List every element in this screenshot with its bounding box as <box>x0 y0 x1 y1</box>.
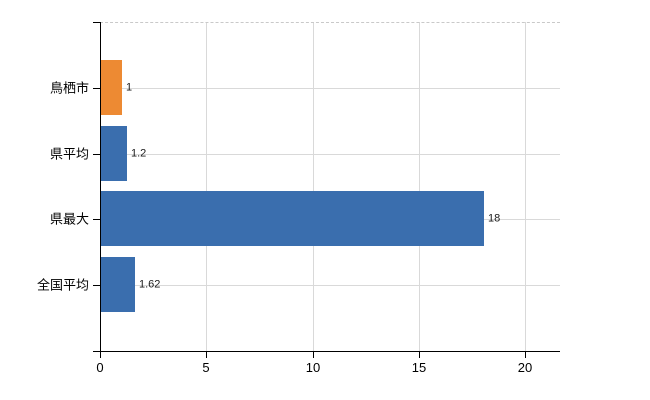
x-axis-tick <box>313 352 314 358</box>
gridline-horizontal <box>100 154 560 155</box>
x-axis-tick <box>206 352 207 358</box>
x-tick-label: 5 <box>202 360 210 375</box>
category-label: 全国平均 <box>36 277 89 293</box>
chart-bar <box>101 191 484 246</box>
gridline-vertical <box>313 22 314 351</box>
gridline-vertical <box>419 22 420 351</box>
gridline-horizontal <box>100 285 560 286</box>
x-tick-label: 20 <box>517 360 533 375</box>
y-axis-tick <box>93 285 100 286</box>
x-tick-label: 0 <box>96 360 104 375</box>
x-tick-label: 15 <box>411 360 427 375</box>
y-axis-line <box>100 22 101 352</box>
bar-value-label: 18 <box>488 212 501 225</box>
gridline-vertical <box>206 22 207 351</box>
x-tick-label: 10 <box>305 360 321 375</box>
category-label: 県最大 <box>49 211 89 227</box>
chart-bar <box>101 257 135 312</box>
x-axis-line <box>93 351 560 352</box>
y-axis-tick <box>93 154 100 155</box>
chart-bar <box>101 60 122 115</box>
gridline-vertical <box>525 22 526 351</box>
plot-top-border <box>100 22 560 23</box>
y-axis-tick <box>93 22 100 23</box>
y-axis-tick <box>93 88 100 89</box>
plot-area: 1 1.2 18 1.62 <box>100 22 560 351</box>
bar-value-label: 1.2 <box>131 147 147 160</box>
bar-value-label: 1.62 <box>139 278 161 291</box>
bar-value-label: 1 <box>126 81 133 94</box>
y-axis-tick <box>93 219 100 220</box>
chart-bar <box>101 126 127 181</box>
category-label: 鳥栖市 <box>49 80 89 96</box>
x-axis-tick <box>100 352 101 358</box>
x-axis-tick <box>525 352 526 358</box>
x-axis-tick <box>419 352 420 358</box>
gridline-horizontal <box>100 88 560 89</box>
category-label: 県平均 <box>49 146 89 162</box>
